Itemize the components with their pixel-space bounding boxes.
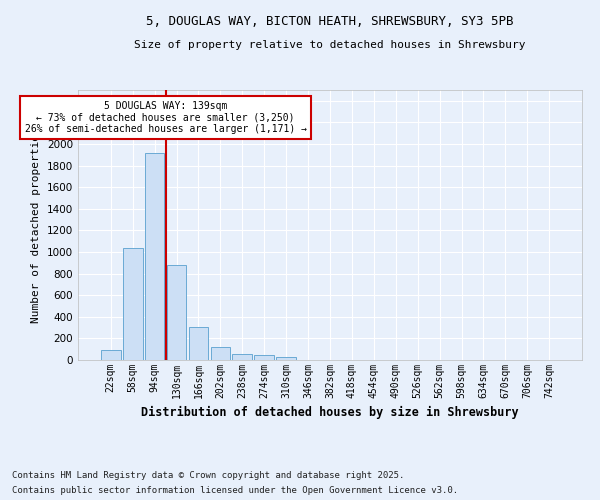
Bar (188, 326, 208, 360)
Text: Contains HM Land Registry data © Crown copyright and database right 2025.: Contains HM Land Registry data © Crown c… (12, 471, 404, 480)
Bar (101, 350, 121, 360)
Text: 5, DOUGLAS WAY, BICTON HEATH, SHREWSBURY, SY3 5PB: 5, DOUGLAS WAY, BICTON HEATH, SHREWSBURY… (146, 15, 514, 28)
Bar (276, 358, 296, 360)
X-axis label: Distribution of detached houses by size in Shrewsbury: Distribution of detached houses by size … (141, 406, 519, 420)
Bar (211, 347, 230, 360)
Text: 5 DOUGLAS WAY: 139sqm
← 73% of detached houses are smaller (3,250)
26% of semi-d: 5 DOUGLAS WAY: 139sqm ← 73% of detached … (25, 101, 307, 134)
Text: Contains public sector information licensed under the Open Government Licence v3: Contains public sector information licen… (12, 486, 458, 495)
Bar (145, 152, 164, 360)
Text: Size of property relative to detached houses in Shrewsbury: Size of property relative to detached ho… (134, 40, 526, 50)
Bar (167, 265, 187, 360)
Bar (123, 248, 143, 360)
Bar (232, 354, 252, 360)
Bar (254, 354, 274, 360)
Y-axis label: Number of detached properties: Number of detached properties (31, 127, 41, 323)
